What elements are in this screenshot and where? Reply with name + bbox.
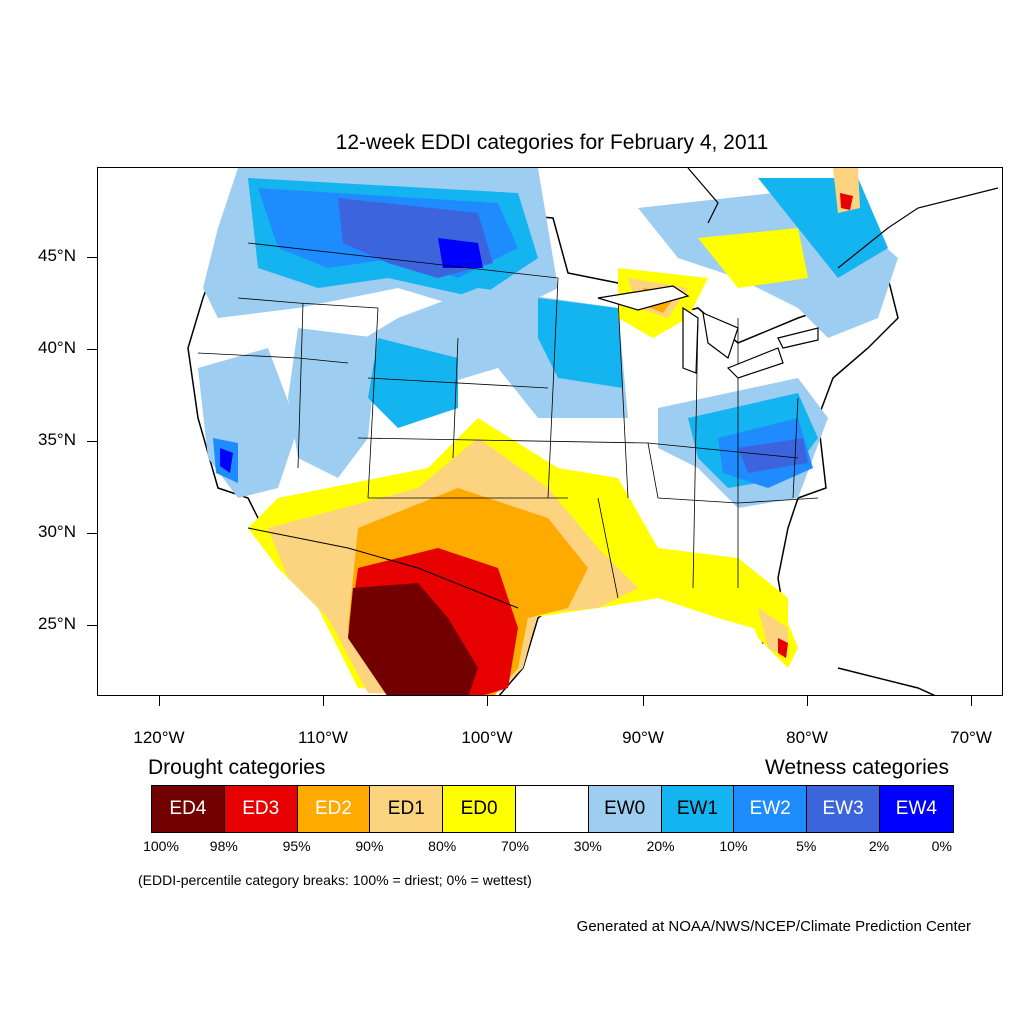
category-break-note: (EDDI-percentile category breaks: 100% =… <box>138 872 532 888</box>
legend-break-label: 80% <box>428 838 457 854</box>
legend-break-label: 5% <box>796 838 817 854</box>
wet-ew1-colorado <box>368 338 458 428</box>
legend-break-label: 95% <box>282 838 311 854</box>
legend-break-label: 20% <box>646 838 675 854</box>
dry-ed3-maritime <box>840 193 853 210</box>
legend-break-label: 0% <box>931 838 952 854</box>
mexico-border <box>247 527 519 609</box>
lat-tick <box>87 625 97 626</box>
lat-tick <box>87 257 97 258</box>
lat-label-35n: 35°N <box>38 430 76 449</box>
legend-cell-normal <box>515 786 589 832</box>
legend-cell-ew2: EW2 <box>734 786 808 832</box>
legend-cell-ed2: ED2 <box>297 786 371 832</box>
lon-tick <box>159 696 160 706</box>
lon-tick <box>807 696 808 706</box>
lon-label-90w: 90°W <box>622 728 664 747</box>
lat-label-45n: 45°N <box>38 246 76 265</box>
lon-tick <box>323 696 324 706</box>
legend-cell-ew3: EW3 <box>807 786 880 832</box>
map-title: 12-week EDDI categories for February 4, … <box>335 131 769 154</box>
lon-label-100w: 100°W <box>461 728 513 747</box>
wetness-categories-heading: Wetness categories <box>764 756 949 779</box>
lat-label-40n: 40°N <box>38 338 76 357</box>
lon-tick <box>487 696 488 706</box>
lon-label-80w: 80°W <box>786 728 828 747</box>
st-lawrence <box>837 187 999 269</box>
dry-ed0-newengland <box>698 228 808 288</box>
lat-label-25n: 25°N <box>38 614 76 633</box>
lat-tick <box>87 533 97 534</box>
cuba-coast <box>837 667 936 695</box>
lat-tick <box>87 441 97 442</box>
lon-tick <box>643 696 644 706</box>
legend-break-label: 98% <box>209 838 238 854</box>
legend-cell-ew1: EW1 <box>661 786 735 832</box>
state-borders <box>197 242 819 599</box>
legend-break-label: 30% <box>573 838 602 854</box>
dry-ed3-florida <box>778 638 788 658</box>
canada-coast <box>687 168 719 224</box>
lat-label-30n: 30°N <box>38 522 76 541</box>
legend-cell-ed1: ED1 <box>370 786 444 832</box>
lon-tick <box>971 696 972 706</box>
lon-label-110w: 110°W <box>298 728 348 747</box>
conus-map <box>187 168 999 695</box>
wet-ew4-sierra <box>220 448 233 473</box>
legend-cell-ed0: ED0 <box>443 786 516 832</box>
legend-cell-ed3: ED3 <box>224 786 298 832</box>
great-lakes <box>597 285 819 379</box>
legend-break-label: 70% <box>500 838 530 854</box>
wet-ew0-greatbasin <box>288 328 378 478</box>
credit-line: Generated at NOAA/NWS/NCEP/Climate Predi… <box>576 918 971 935</box>
lon-label-120w: 120°W <box>133 728 185 747</box>
wet-ew1-dakotas <box>538 298 623 388</box>
wet-ew4-montana <box>438 238 483 268</box>
dry-ed1-maritime <box>833 168 860 213</box>
dry-ed4-chihuahua <box>348 583 478 695</box>
drought-categories-heading: Drought categories <box>148 756 326 779</box>
category-legend-bar: ED4 ED3 ED2 ED1 ED0 EW0 EW1 EW2 EW3 EW4 <box>151 785 954 833</box>
legend-break-label: 2% <box>868 838 890 854</box>
legend-break-label: 100% <box>143 838 179 854</box>
lat-tick <box>87 349 97 350</box>
map-panel <box>97 167 1003 696</box>
legend-cell-ed4: ED4 <box>152 786 225 832</box>
legend-cell-ew4: EW4 <box>879 786 953 832</box>
legend-break-label: 90% <box>355 838 384 854</box>
legend-break-label: 10% <box>719 838 748 854</box>
lon-label-70w: 70°W <box>950 728 992 747</box>
legend-cell-ew0: EW0 <box>588 786 662 832</box>
